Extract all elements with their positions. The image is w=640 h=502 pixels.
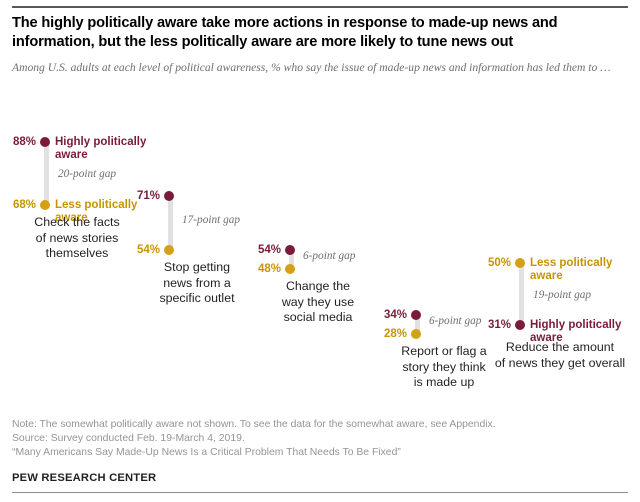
dumbbell-endpoint-top: 71% <box>126 190 174 202</box>
category-label: Reduce the amount of news they get overa… <box>494 340 626 370</box>
gap-connector-bar <box>168 196 173 250</box>
footnote-source: Source: Survey conducted Feb. 19-March 4… <box>12 433 245 445</box>
gap-label: 19-point gap <box>533 289 592 301</box>
data-point-dot-top <box>285 245 295 255</box>
value-label-bottom: 31% <box>487 319 511 331</box>
category-label: Change the way they use social media <box>281 279 355 324</box>
data-point-dot-top <box>515 258 525 268</box>
gap-connector-bar <box>44 142 49 205</box>
dumbbell-endpoint-top: 54% <box>247 244 295 256</box>
pew-research-center-brand: PEW RESEARCH CENTER <box>12 471 157 484</box>
series-legend-label-top: Highly politically aware <box>55 136 147 161</box>
dumbbell-endpoint-top: 50% Less politically aware <box>477 257 634 282</box>
dumbbell-endpoint-bottom: 54% <box>126 244 174 256</box>
gap-label: 6-point gap <box>429 315 482 327</box>
category-label: Check the facts of news stories themselv… <box>34 215 120 260</box>
value-label-bottom: 68% <box>12 199 36 211</box>
value-label-top: 34% <box>383 309 407 321</box>
data-point-dot-bottom <box>515 320 525 330</box>
series-legend-label-bottom: Less politically aware <box>55 199 138 224</box>
category-label: Report or flag a story they think is mad… <box>401 344 487 389</box>
dumbbell-endpoint-top: 34% <box>373 309 421 321</box>
dumbbell-endpoint-bottom: 48% <box>247 263 295 275</box>
gap-connector-bar <box>519 263 524 325</box>
gap-label: 6-point gap <box>303 250 356 262</box>
dumbbell-endpoint-bottom: 28% <box>373 328 421 340</box>
gap-label: 20-point gap <box>58 168 117 180</box>
bottom-divider <box>12 492 628 493</box>
gap-connector-bar <box>415 315 420 334</box>
data-point-dot-top <box>411 310 421 320</box>
dumbbell-endpoint-bottom: 31% Highly politically aware <box>477 319 634 344</box>
value-label-top: 88% <box>12 136 36 148</box>
chart-subtitle: Among U.S. adults at each level of polit… <box>12 60 611 74</box>
chart-footer: Note: The somewhat politically aware not… <box>12 418 626 484</box>
data-point-dot-bottom <box>285 264 295 274</box>
footnote-note: Note: The somewhat politically aware not… <box>12 419 496 430</box>
data-point-dot-bottom <box>40 200 50 210</box>
value-label-top: 54% <box>257 244 281 256</box>
gap-connector-bar <box>289 250 294 269</box>
data-point-dot-top <box>40 137 50 147</box>
data-point-dot-bottom <box>411 329 421 339</box>
data-point-dot-top <box>164 191 174 201</box>
gap-label: 17-point gap <box>182 214 241 226</box>
chart-title: The highly politically aware take more a… <box>12 15 558 51</box>
footnote-report-title: “Many Americans Say Made-Up News Is a Cr… <box>12 447 401 459</box>
dumbbell-endpoint-top: 88% Highly politically aware <box>2 136 151 161</box>
series-legend-label-top: Less politically aware <box>530 257 613 282</box>
value-label-top: 50% <box>487 257 511 269</box>
chart-header: The highly politically aware take more a… <box>12 14 626 76</box>
top-divider <box>12 6 628 8</box>
value-label-bottom: 28% <box>383 328 407 340</box>
category-label: Stop getting news from a specific outlet <box>159 260 235 305</box>
value-label-bottom: 48% <box>257 263 281 275</box>
value-label-top: 71% <box>136 190 160 202</box>
data-point-dot-bottom <box>164 245 174 255</box>
series-legend-label-bottom: Highly politically aware <box>530 319 622 344</box>
value-label-bottom: 54% <box>136 244 160 256</box>
dumbbell-endpoint-bottom: 68% Less politically aware <box>2 199 151 224</box>
